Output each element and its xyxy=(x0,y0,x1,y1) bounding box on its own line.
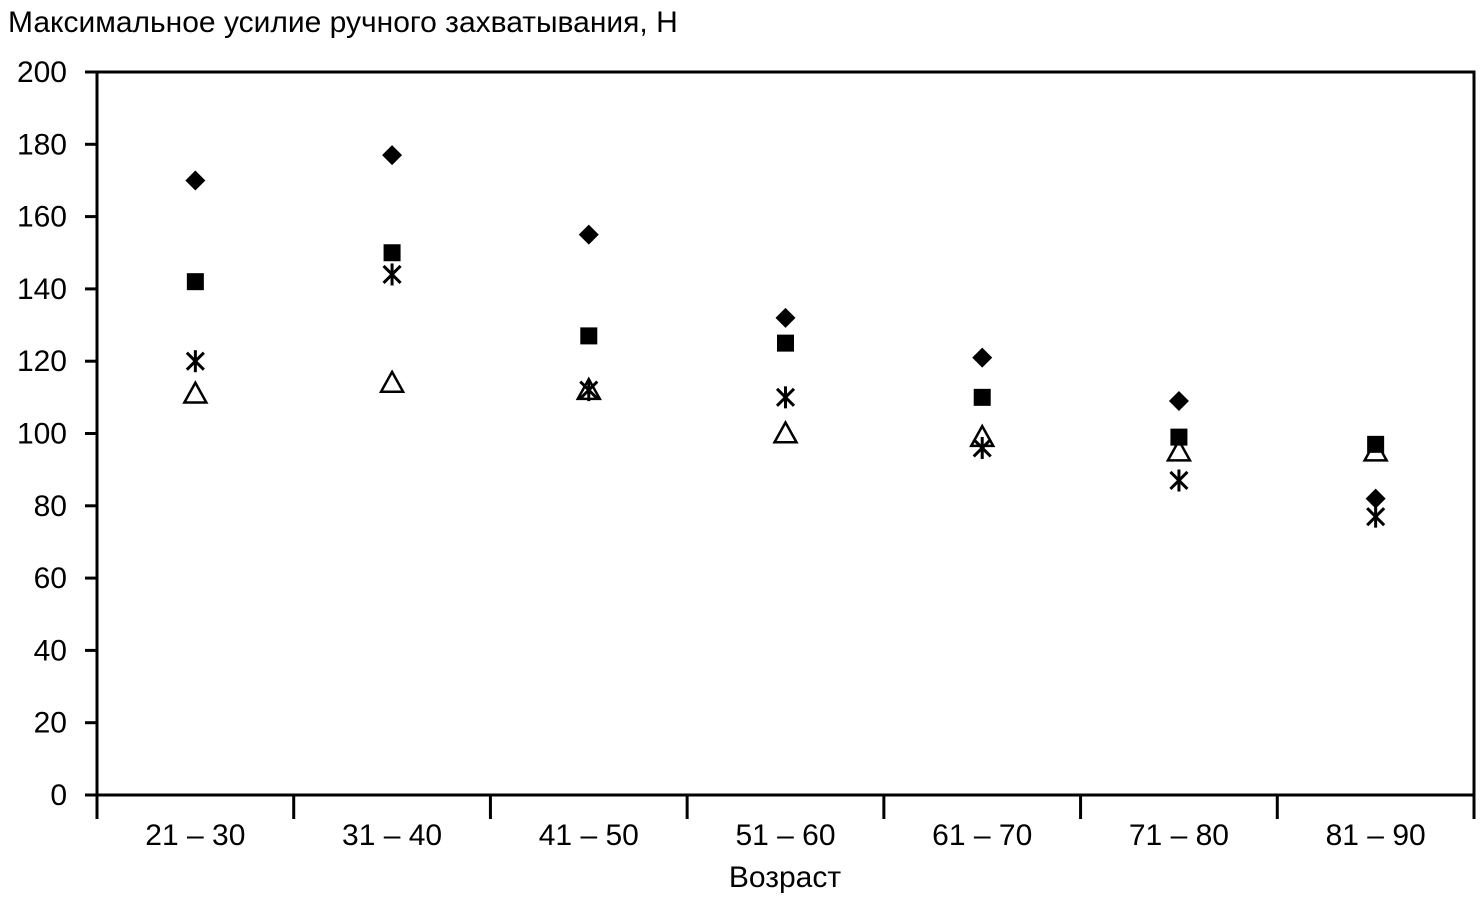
triangle-marker xyxy=(1362,438,1389,462)
y-tick-label: 100 xyxy=(17,418,67,451)
square-marker xyxy=(186,273,204,291)
asterisk-marker xyxy=(775,386,796,409)
y-tick-label: 120 xyxy=(17,345,67,378)
diamond-marker xyxy=(185,170,206,191)
diamond-marker xyxy=(578,224,599,245)
x-tick-label: 41 – 50 xyxy=(539,819,639,852)
data-points xyxy=(182,145,1389,528)
y-tick-label: 140 xyxy=(17,273,67,306)
y-tick-label: 80 xyxy=(34,490,67,523)
square-marker xyxy=(383,244,401,262)
triangle-marker xyxy=(182,380,209,404)
diamond-marker xyxy=(972,347,993,368)
square-marker xyxy=(1170,428,1188,446)
diamond-marker xyxy=(1168,390,1189,411)
x-tick-label: 31 – 40 xyxy=(342,819,442,852)
triangle-marker xyxy=(1165,438,1193,462)
y-tick-label: 200 xyxy=(17,56,67,89)
y-tick-label: 180 xyxy=(17,128,67,161)
diamond-marker xyxy=(382,145,403,166)
x-tick-label: 51 – 60 xyxy=(735,819,835,852)
asterisk-marker xyxy=(382,263,402,286)
square-marker xyxy=(777,334,794,352)
triangle-marker xyxy=(575,376,602,401)
x-tick-label: 61 – 70 xyxy=(932,819,1032,852)
y-axis: 0 20 40 60 80 100 120 140 160 180 200 xyxy=(17,56,97,812)
triangle-marker xyxy=(969,423,996,448)
y-axis-label: Максимальное усилие ручного захватывания… xyxy=(8,6,678,39)
asterisk-marker xyxy=(972,436,992,459)
triangle-marker xyxy=(378,369,406,393)
y-tick-label: 160 xyxy=(17,201,67,234)
x-axis: 21 – 30 31 – 40 41 – 50 51 – 60 61 – 70 71 – … xyxy=(95,795,1476,852)
y-tick-label: 0 xyxy=(50,779,67,812)
y-tick-label: 40 xyxy=(34,634,67,667)
diamond-marker xyxy=(775,307,796,328)
x-tick-label: 21 – 30 xyxy=(145,819,245,852)
y-tick-label: 60 xyxy=(34,562,67,595)
asterisk-marker xyxy=(579,379,599,402)
plot-frame xyxy=(95,70,1476,797)
diamond-marker xyxy=(1365,488,1386,509)
asterisk-marker xyxy=(185,350,205,373)
asterisk-marker xyxy=(1366,505,1386,528)
x-tick-label: 81 – 90 xyxy=(1326,819,1426,852)
square-marker xyxy=(973,388,991,406)
x-axis-label: Возраст xyxy=(729,861,841,894)
asterisk-marker xyxy=(1169,469,1189,492)
y-tick-label: 20 xyxy=(34,707,67,740)
square-marker xyxy=(580,327,598,345)
triangle-marker xyxy=(772,419,799,444)
x-tick-label: 71 – 80 xyxy=(1129,819,1229,852)
